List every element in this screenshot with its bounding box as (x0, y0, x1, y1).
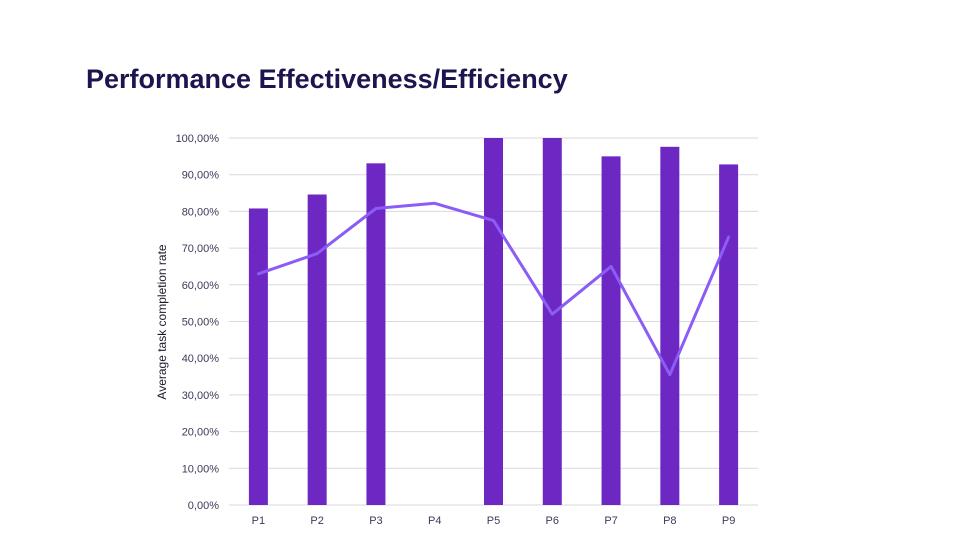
y-tick-label: 50,00% (182, 317, 220, 329)
x-tick-label: P9 (722, 515, 735, 527)
x-tick-label: P1 (252, 515, 265, 527)
bar-p6 (542, 138, 562, 505)
y-tick-label: 80,00% (182, 206, 220, 218)
y-tick-label: 70,00% (182, 243, 220, 255)
y-tick-label: 20,00% (182, 427, 220, 439)
y-tick-label: 10,00% (182, 463, 220, 475)
x-tick-label: P2 (310, 515, 323, 527)
x-tick-label: P5 (487, 515, 500, 527)
bars (248, 138, 739, 506)
bar-p5 (484, 138, 503, 505)
x-tick-label: P6 (546, 515, 559, 527)
bar-p9 (719, 164, 739, 505)
line-series (256, 201, 731, 377)
y-axis-title: Average task completion rate (155, 244, 169, 400)
y-tick-label: 90,00% (182, 170, 220, 182)
bar-p3 (366, 163, 386, 505)
bar-p7 (601, 156, 621, 505)
y-tick-label: 40,00% (182, 353, 220, 365)
y-tick-label: 100,00% (176, 133, 220, 145)
x-tick-label: P7 (604, 515, 617, 527)
series-line (256, 201, 731, 377)
x-tick-label: P8 (663, 515, 676, 527)
y-tick-label: 0,00% (188, 500, 219, 512)
bar-p1 (248, 208, 268, 506)
y-tick-label: 60,00% (182, 280, 220, 292)
bar-p8 (660, 146, 680, 506)
slide-title: Performance Effectiveness/Efficiency (86, 64, 568, 94)
x-tick-label: P3 (369, 515, 382, 527)
y-tick-labels: 0,00% 10,00% 20,00% 30,00% 40,00% 50,00% 60,00… (176, 133, 220, 512)
x-tick-labels: P1 P2 P3 P4 P5 P6 P7 P8 P9 (252, 515, 736, 527)
bar-p2 (307, 194, 327, 505)
y-tick-label: 30,00% (182, 390, 220, 402)
x-tick-label: P4 (428, 515, 441, 527)
